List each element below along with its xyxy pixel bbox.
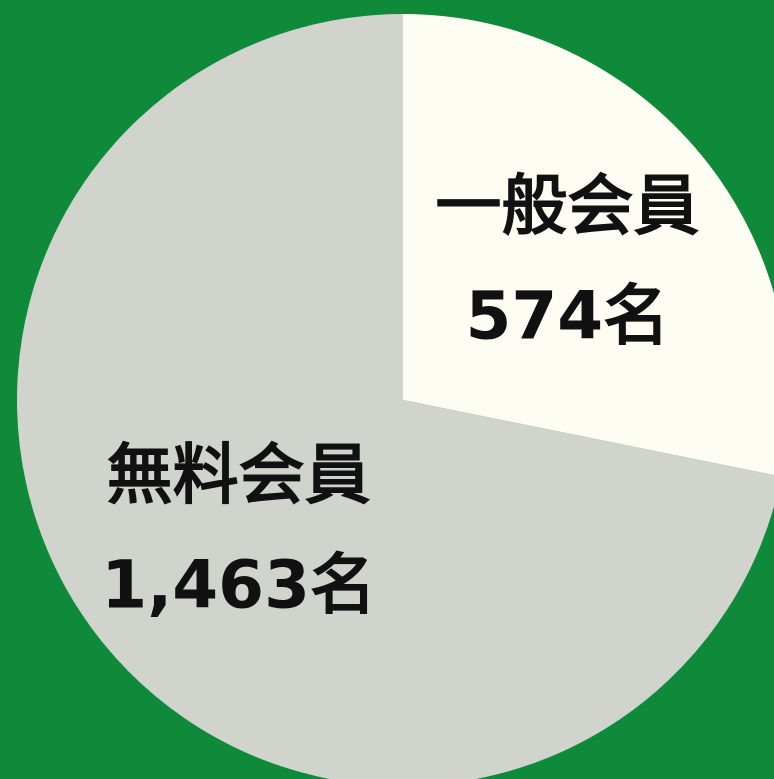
- slice-value-label: 1,463名: [101, 546, 376, 623]
- slice-category-label: 無料会員: [107, 436, 371, 513]
- slice-category-label: 一般会員: [435, 168, 699, 245]
- pie-slice: [403, 14, 774, 476]
- slice-value-label: 574名: [465, 278, 669, 355]
- pie-slice: [17, 14, 774, 779]
